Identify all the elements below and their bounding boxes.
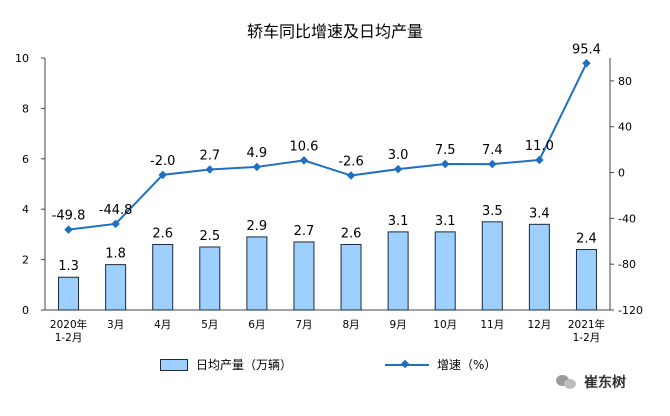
legend-swatch-line <box>385 360 429 370</box>
growth-point <box>440 159 450 169</box>
growth-point <box>582 59 591 68</box>
bar <box>481 221 503 311</box>
growth-point <box>299 156 309 165</box>
wechat-icon <box>556 373 578 391</box>
y-right-tick-label: -80 <box>618 258 636 271</box>
bar-data-label: 1.8 <box>105 247 126 262</box>
legend-swatch-bar <box>160 358 188 371</box>
bar-data-label: 2.4 <box>576 232 597 247</box>
y-left-tick-label: 2 <box>22 254 29 267</box>
y-left-tick-label: 0 <box>22 304 29 317</box>
growth-point <box>205 165 215 174</box>
growth-data-label: -44.8 <box>99 203 133 218</box>
x-tick-label: 4月 <box>154 319 171 331</box>
growth-data-label: 7.5 <box>435 143 456 158</box>
legend-label-line: 增速（%） <box>437 358 497 372</box>
y-left-tick-label: 6 <box>22 153 29 166</box>
growth-point <box>488 159 497 169</box>
bar <box>105 264 127 311</box>
chart-title: 轿车同比增速及日均产量 <box>246 22 423 41</box>
bar <box>58 276 80 311</box>
x-tick-label: 7月 <box>295 319 312 331</box>
growth-point <box>346 171 356 180</box>
x-tick-label: 3月 <box>107 319 124 331</box>
y-right-tick-label: 40 <box>618 121 632 134</box>
growth-data-label: 10.6 <box>289 139 318 154</box>
x-tick-label: 12月 <box>527 319 551 331</box>
growth-data-label: 4.9 <box>247 146 268 161</box>
bar <box>152 243 174 311</box>
bar-data-label: 1.3 <box>58 259 79 274</box>
bar-data-label: 2.7 <box>294 224 315 239</box>
growth-point <box>111 219 120 229</box>
bar-data-label: 2.5 <box>199 229 220 244</box>
watermark: 崔东树 <box>556 372 626 392</box>
legend-item-bar: 日均产量（万辆） <box>160 356 292 373</box>
bar <box>528 223 550 311</box>
y-right-tick-label: 80 <box>618 75 632 88</box>
growth-data-label: 3.0 <box>388 148 409 163</box>
y-left-tick-label: 10 <box>15 52 29 65</box>
bar-data-label: 3.4 <box>529 206 550 221</box>
bar-data-label: 3.5 <box>482 204 503 219</box>
watermark-text: 崔东树 <box>584 375 626 391</box>
x-tick-label: 2020年 <box>50 318 87 331</box>
growth-point <box>535 155 544 165</box>
bar <box>387 231 409 311</box>
bar-data-label: 2.9 <box>247 219 268 234</box>
x-tick-label: 6月 <box>248 319 265 331</box>
growth-data-label: -49.8 <box>52 209 86 224</box>
bar-data-label: 2.6 <box>341 226 362 241</box>
x-tick-label: 2021年 <box>568 318 605 331</box>
growth-point <box>64 225 73 234</box>
y-right-tick-label: -120 <box>618 304 643 317</box>
bar-data-label: 2.6 <box>152 226 173 241</box>
legend-item-line: 增速（%） <box>385 356 496 373</box>
growth-data-label: 11.0 <box>525 139 554 154</box>
x-tick-label: 1-2月 <box>55 332 83 344</box>
x-tick-label: 1-2月 <box>573 332 601 344</box>
y-right-tick-label: -40 <box>618 212 636 225</box>
bar-data-label: 3.1 <box>388 214 409 229</box>
x-tick-label: 8月 <box>342 319 359 331</box>
growth-point <box>158 170 167 180</box>
growth-line <box>68 62 588 231</box>
bar <box>199 246 221 311</box>
bar <box>246 236 268 311</box>
growth-data-label: 95.4 <box>572 42 601 57</box>
x-tick-label: 9月 <box>390 319 407 331</box>
bar <box>575 249 597 311</box>
y-right-tick-label: 0 <box>618 167 625 180</box>
x-tick-label: 10月 <box>433 319 457 331</box>
legend-label-bar: 日均产量（万辆） <box>196 358 293 372</box>
growth-point <box>252 162 262 172</box>
bar-data-label: 3.1 <box>435 214 456 229</box>
bar <box>293 241 315 311</box>
x-tick-label: 11月 <box>480 319 504 331</box>
y-left-tick-label: 8 <box>22 102 29 115</box>
growth-data-label: -2.0 <box>150 154 175 169</box>
growth-point <box>393 164 403 174</box>
bar <box>340 243 362 311</box>
growth-data-label: 7.4 <box>482 143 503 158</box>
x-tick-label: 5月 <box>201 319 218 331</box>
bar <box>434 231 456 311</box>
y-left-tick-label: 4 <box>22 203 29 216</box>
growth-data-label: 2.7 <box>199 148 220 163</box>
growth-data-label: -2.6 <box>338 155 363 170</box>
